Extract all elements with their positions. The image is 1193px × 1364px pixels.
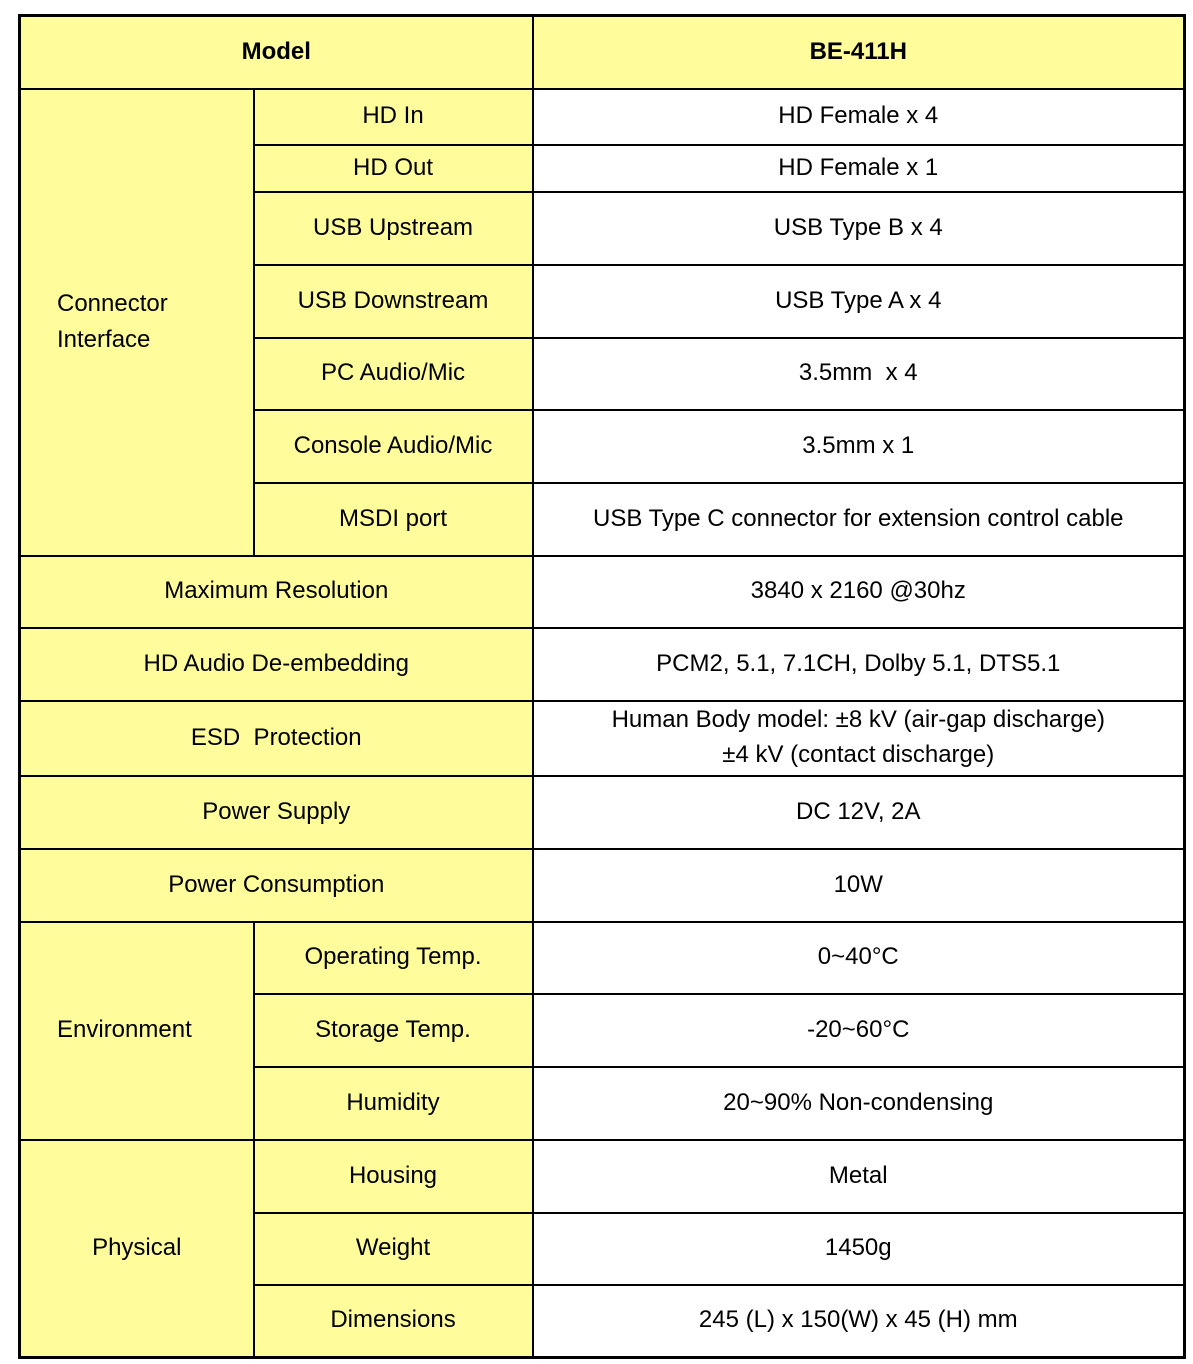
row-label: HD Out bbox=[252, 143, 534, 193]
header-value: BE-411H bbox=[531, 14, 1186, 90]
row-value: Human Body model: ±8 kV (air-gap dischar… bbox=[531, 699, 1186, 777]
row-label: Housing bbox=[252, 1138, 534, 1214]
table-row: ESD Protection Human Body model: ±8 kV (… bbox=[18, 699, 1186, 777]
table-row: Console Audio/Mic 3.5mm x 1 bbox=[20, 408, 1186, 484]
row-value: PCM2, 5.1, 7.1CH, Dolby 5.1, DTS5.1 bbox=[531, 626, 1186, 702]
spec-table: Model BE-411H Connector Interface HD In … bbox=[18, 14, 1187, 1359]
table-row: MSDI port USB Type C connector for exten… bbox=[20, 481, 1186, 557]
table-row: Connector Interface HD In HD Female x 4 bbox=[18, 87, 1186, 557]
row-label: HD In bbox=[252, 87, 534, 146]
esd-line-1: Human Body model: ±8 kV (air-gap dischar… bbox=[611, 706, 1105, 734]
header-row: Model BE-411H bbox=[18, 14, 1186, 90]
row-label: Operating Temp. bbox=[252, 920, 534, 995]
table-row: USB Upstream USB Type B x 4 bbox=[20, 190, 1186, 266]
group-environment: Environment bbox=[18, 920, 255, 1141]
row-label: Humidity bbox=[252, 1065, 534, 1141]
table-row: PC Audio/Mic 3.5mm x 4 bbox=[20, 336, 1186, 411]
table-row: Humidity 20~90% Non-condensing bbox=[20, 1065, 1186, 1141]
group-physical: Physical bbox=[18, 1138, 255, 1359]
row-value: USB Type C connector for extension contr… bbox=[531, 481, 1186, 557]
row-label: USB Downstream bbox=[252, 263, 534, 339]
table-row: Maximum Resolution 3840 x 2160 @30hz bbox=[18, 554, 1186, 629]
row-label: USB Upstream bbox=[252, 190, 534, 266]
row-label: HD Audio De-embedding bbox=[18, 626, 534, 702]
table-row: Weight 1450g bbox=[20, 1211, 1186, 1286]
row-value: 20~90% Non-condensing bbox=[531, 1065, 1186, 1141]
table-row: Power Supply DC 12V, 2A bbox=[18, 774, 1186, 850]
row-value: 3.5mm x 4 bbox=[531, 336, 1186, 411]
row-label: MSDI port bbox=[252, 481, 534, 557]
header-label: Model bbox=[18, 14, 534, 90]
row-value: 3840 x 2160 @30hz bbox=[531, 554, 1186, 629]
row-value: USB Type B x 4 bbox=[531, 190, 1186, 266]
group-connector-interface: Connector Interface bbox=[18, 87, 255, 557]
row-label: Maximum Resolution bbox=[18, 554, 534, 629]
row-label: Dimensions bbox=[252, 1283, 534, 1359]
row-label: Storage Temp. bbox=[252, 992, 534, 1068]
table-row: Storage Temp. -20~60°C bbox=[20, 992, 1186, 1068]
table-row: USB Downstream USB Type A x 4 bbox=[20, 263, 1186, 339]
row-value: HD Female x 4 bbox=[531, 87, 1186, 146]
row-value: 0~40°C bbox=[531, 920, 1186, 995]
table-row: Dimensions 245 (L) x 150(W) x 45 (H) mm bbox=[20, 1283, 1186, 1359]
row-label: Power Consumption bbox=[18, 847, 534, 923]
row-value: 245 (L) x 150(W) x 45 (H) mm bbox=[531, 1283, 1186, 1359]
row-value: USB Type A x 4 bbox=[531, 263, 1186, 339]
table-row: HD Out HD Female x 1 bbox=[20, 143, 1186, 193]
row-label: ESD Protection bbox=[18, 699, 534, 777]
row-label: Power Supply bbox=[18, 774, 534, 850]
row-label: Console Audio/Mic bbox=[252, 408, 534, 484]
table-row: Power Consumption 10W bbox=[18, 847, 1186, 923]
esd-line-2: ±4 kV (contact discharge) bbox=[722, 741, 995, 768]
row-value: Metal bbox=[531, 1138, 1186, 1214]
table-row: Physical Housing Metal bbox=[18, 1138, 1186, 1359]
table-row: Environment Operating Temp. 0~40°C bbox=[18, 920, 1186, 1141]
table-row: HD Audio De-embedding PCM2, 5.1, 7.1CH, … bbox=[18, 626, 1186, 702]
row-value: 1450g bbox=[531, 1211, 1186, 1286]
row-label: Weight bbox=[252, 1211, 534, 1286]
row-value: HD Female x 1 bbox=[531, 143, 1186, 193]
row-value: DC 12V, 2A bbox=[531, 774, 1186, 850]
row-value: 3.5mm x 1 bbox=[531, 408, 1186, 484]
row-value: 10W bbox=[531, 847, 1186, 923]
row-label: PC Audio/Mic bbox=[252, 336, 534, 411]
row-value: -20~60°C bbox=[531, 992, 1186, 1068]
